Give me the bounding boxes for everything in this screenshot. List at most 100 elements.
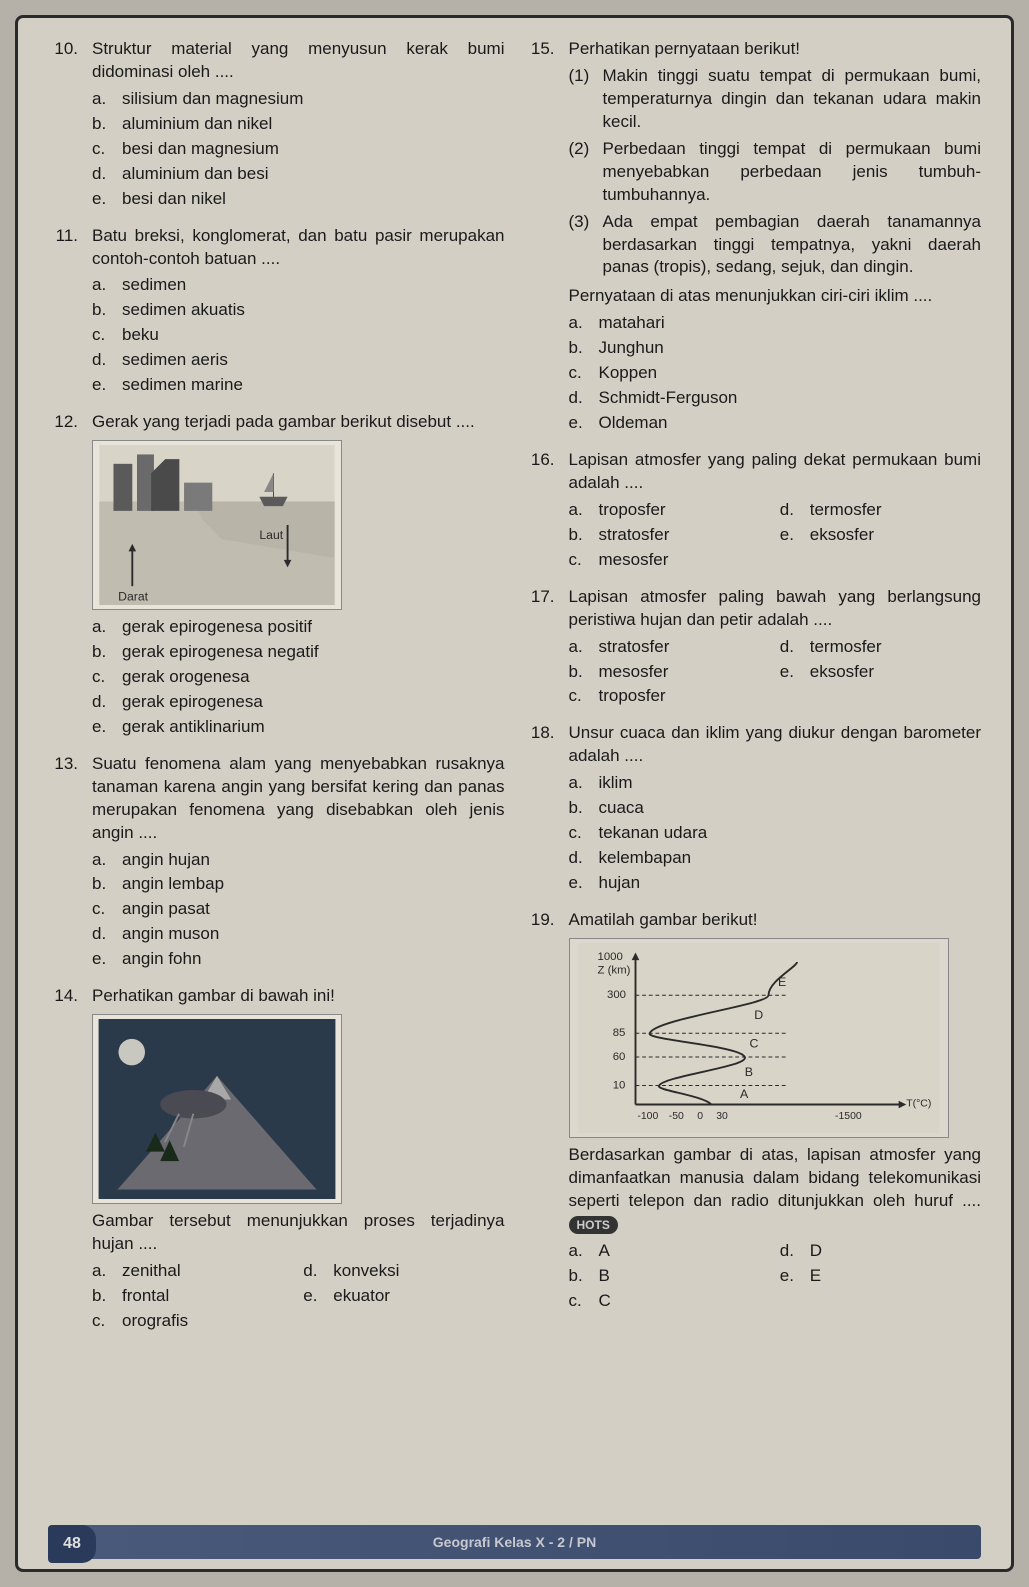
option-letter: d.: [92, 163, 112, 186]
option-text: tekanan udara: [599, 822, 708, 845]
options: a.matahari b.Junghun c.Koppen d.Schmidt-…: [569, 312, 982, 435]
figure-atmosfer-chart: 1000 Z (km) 300 85 60 10 E D C B A -100: [569, 938, 949, 1138]
option-text: Junghun: [599, 337, 664, 360]
figure-epirogenesa: Darat Laut: [92, 440, 342, 610]
statements: (1)Makin tinggi suatu tempat di permukaa…: [569, 65, 982, 279]
question-body: Lapisan atmosfer paling bawah yang berla…: [569, 586, 982, 709]
option-text: Schmidt-Ferguson: [599, 387, 738, 410]
option-letter: c.: [92, 138, 112, 161]
options: a.A d.D b.B e.E c.C: [569, 1240, 982, 1313]
layer-label: A: [740, 1087, 749, 1101]
option-letter: a.: [569, 312, 589, 335]
option-letter: d.: [92, 691, 112, 714]
option-letter: e.: [92, 948, 112, 971]
option-letter: e.: [780, 1265, 800, 1288]
option-letter: e.: [303, 1285, 323, 1308]
option-text: E: [810, 1265, 821, 1288]
option-letter: b.: [569, 1265, 589, 1288]
option-letter: a.: [92, 274, 112, 297]
option-text: orografis: [122, 1310, 188, 1333]
option-text: D: [810, 1240, 822, 1263]
option-letter: e.: [780, 524, 800, 547]
options: a. gerak epirogenesa positif b. gerak epir…: [92, 616, 505, 739]
options: a.zenithal d.konveksi b.frontal e.ekuato…: [92, 1260, 505, 1333]
option-letter: a.: [92, 849, 112, 872]
question-14: 14. Perhatikan gambar di bawah ini!: [48, 985, 505, 1333]
option-text: besi dan magnesium: [122, 138, 279, 161]
layer-label: C: [749, 1036, 758, 1050]
question-number: 18.: [525, 722, 555, 895]
statement-number: (2): [569, 138, 595, 207]
option-letter: b.: [92, 641, 112, 664]
option-text: gerak antiklinarium: [122, 716, 265, 739]
option-letter: d.: [780, 499, 800, 522]
option-text: sedimen: [122, 274, 186, 297]
option-text: eksosfer: [810, 661, 874, 684]
option-letter: e.: [569, 872, 589, 895]
option-letter: b.: [92, 113, 112, 136]
option-letter: e.: [92, 374, 112, 397]
xtick: 30: [716, 1111, 728, 1122]
question-body: Amatilah gambar berikut!: [569, 909, 982, 1313]
option-text: konveksi: [333, 1260, 399, 1283]
xtick: -50: [668, 1111, 683, 1122]
option-letter: d.: [780, 1240, 800, 1263]
option-letter: d.: [569, 387, 589, 410]
option-text: angin muson: [122, 923, 219, 946]
option-letter: c.: [92, 324, 112, 347]
question-number: 13.: [48, 753, 78, 971]
option-text: cuaca: [599, 797, 644, 820]
option-letter: b.: [569, 524, 589, 547]
option-text: gerak orogenesa: [122, 666, 250, 689]
page-number-badge: 48: [48, 1525, 96, 1563]
footer-title: Geografi Kelas X - 2 / PN: [433, 1534, 596, 1550]
option-letter: a.: [92, 616, 112, 639]
question-number: 19.: [525, 909, 555, 1313]
options: a.silisium dan magnesium b.aluminium dan…: [92, 88, 505, 211]
option-letter: d.: [780, 636, 800, 659]
label-laut: Laut: [259, 528, 283, 542]
question-text: Perhatikan gambar di bawah ini!: [92, 985, 505, 1008]
question-12: 12. Gerak yang terjadi pada gambar berik…: [48, 411, 505, 739]
option-letter: b.: [569, 797, 589, 820]
option-text: besi dan nikel: [122, 188, 226, 211]
option-text: hujan: [599, 872, 641, 895]
question-text: Struktur material yang menyusun kerak bu…: [92, 38, 505, 84]
question-body: Suatu fenomena alam yang menyebabkan rus…: [92, 753, 505, 971]
xtick: 0: [697, 1111, 703, 1122]
option-text: aluminium dan besi: [122, 163, 268, 186]
question-10: 10. Struktur material yang menyusun kera…: [48, 38, 505, 211]
option-text: sedimen marine: [122, 374, 243, 397]
question-number: 16.: [525, 449, 555, 572]
option-text: beku: [122, 324, 159, 347]
option-text: silisium dan magnesium: [122, 88, 303, 111]
page-footer: 48 Geografi Kelas X - 2 / PN: [48, 1525, 981, 1559]
option-text: C: [599, 1290, 611, 1313]
option-text: mesosfer: [599, 549, 669, 572]
option-letter: e.: [569, 412, 589, 435]
layer-label: B: [744, 1065, 752, 1079]
option-text: gerak epirogenesa negatif: [122, 641, 319, 664]
xlabel: T(°C): [906, 1098, 931, 1109]
option-text: aluminium dan nikel: [122, 113, 272, 136]
option-text: sedimen aeris: [122, 349, 228, 372]
option-text: angin lembap: [122, 873, 224, 896]
option-text: stratosfer: [599, 524, 670, 547]
option-text: gerak epirogenesa positif: [122, 616, 312, 639]
question-body: Batu breksi, konglomerat, dan batu pasir…: [92, 225, 505, 398]
ytick: 300: [607, 989, 626, 1001]
question-subtext: Gambar tersebut menunjukkan proses terja…: [92, 1210, 505, 1256]
statement-number: (3): [569, 211, 595, 280]
options: a.stratosfer d.termosfer b.mesosfer e.ek…: [569, 636, 982, 709]
option-letter: a.: [92, 1260, 112, 1283]
option-letter: c.: [569, 362, 589, 385]
question-text: Suatu fenomena alam yang menyebabkan rus…: [92, 753, 505, 845]
option-letter: c.: [92, 898, 112, 921]
question-11: 11. Batu breksi, konglomerat, dan batu p…: [48, 225, 505, 398]
options: a.sedimen b.sedimen akuatis c.beku d.sed…: [92, 274, 505, 397]
statement-text: Ada empat pembagian daerah tanamannya be…: [603, 211, 982, 280]
options: a.iklim b.cuaca c.tekanan udara d.kelemb…: [569, 772, 982, 895]
question-number: 12.: [48, 411, 78, 739]
option-text: angin pasat: [122, 898, 210, 921]
question-19: 19. Amatilah gambar berikut!: [525, 909, 982, 1313]
